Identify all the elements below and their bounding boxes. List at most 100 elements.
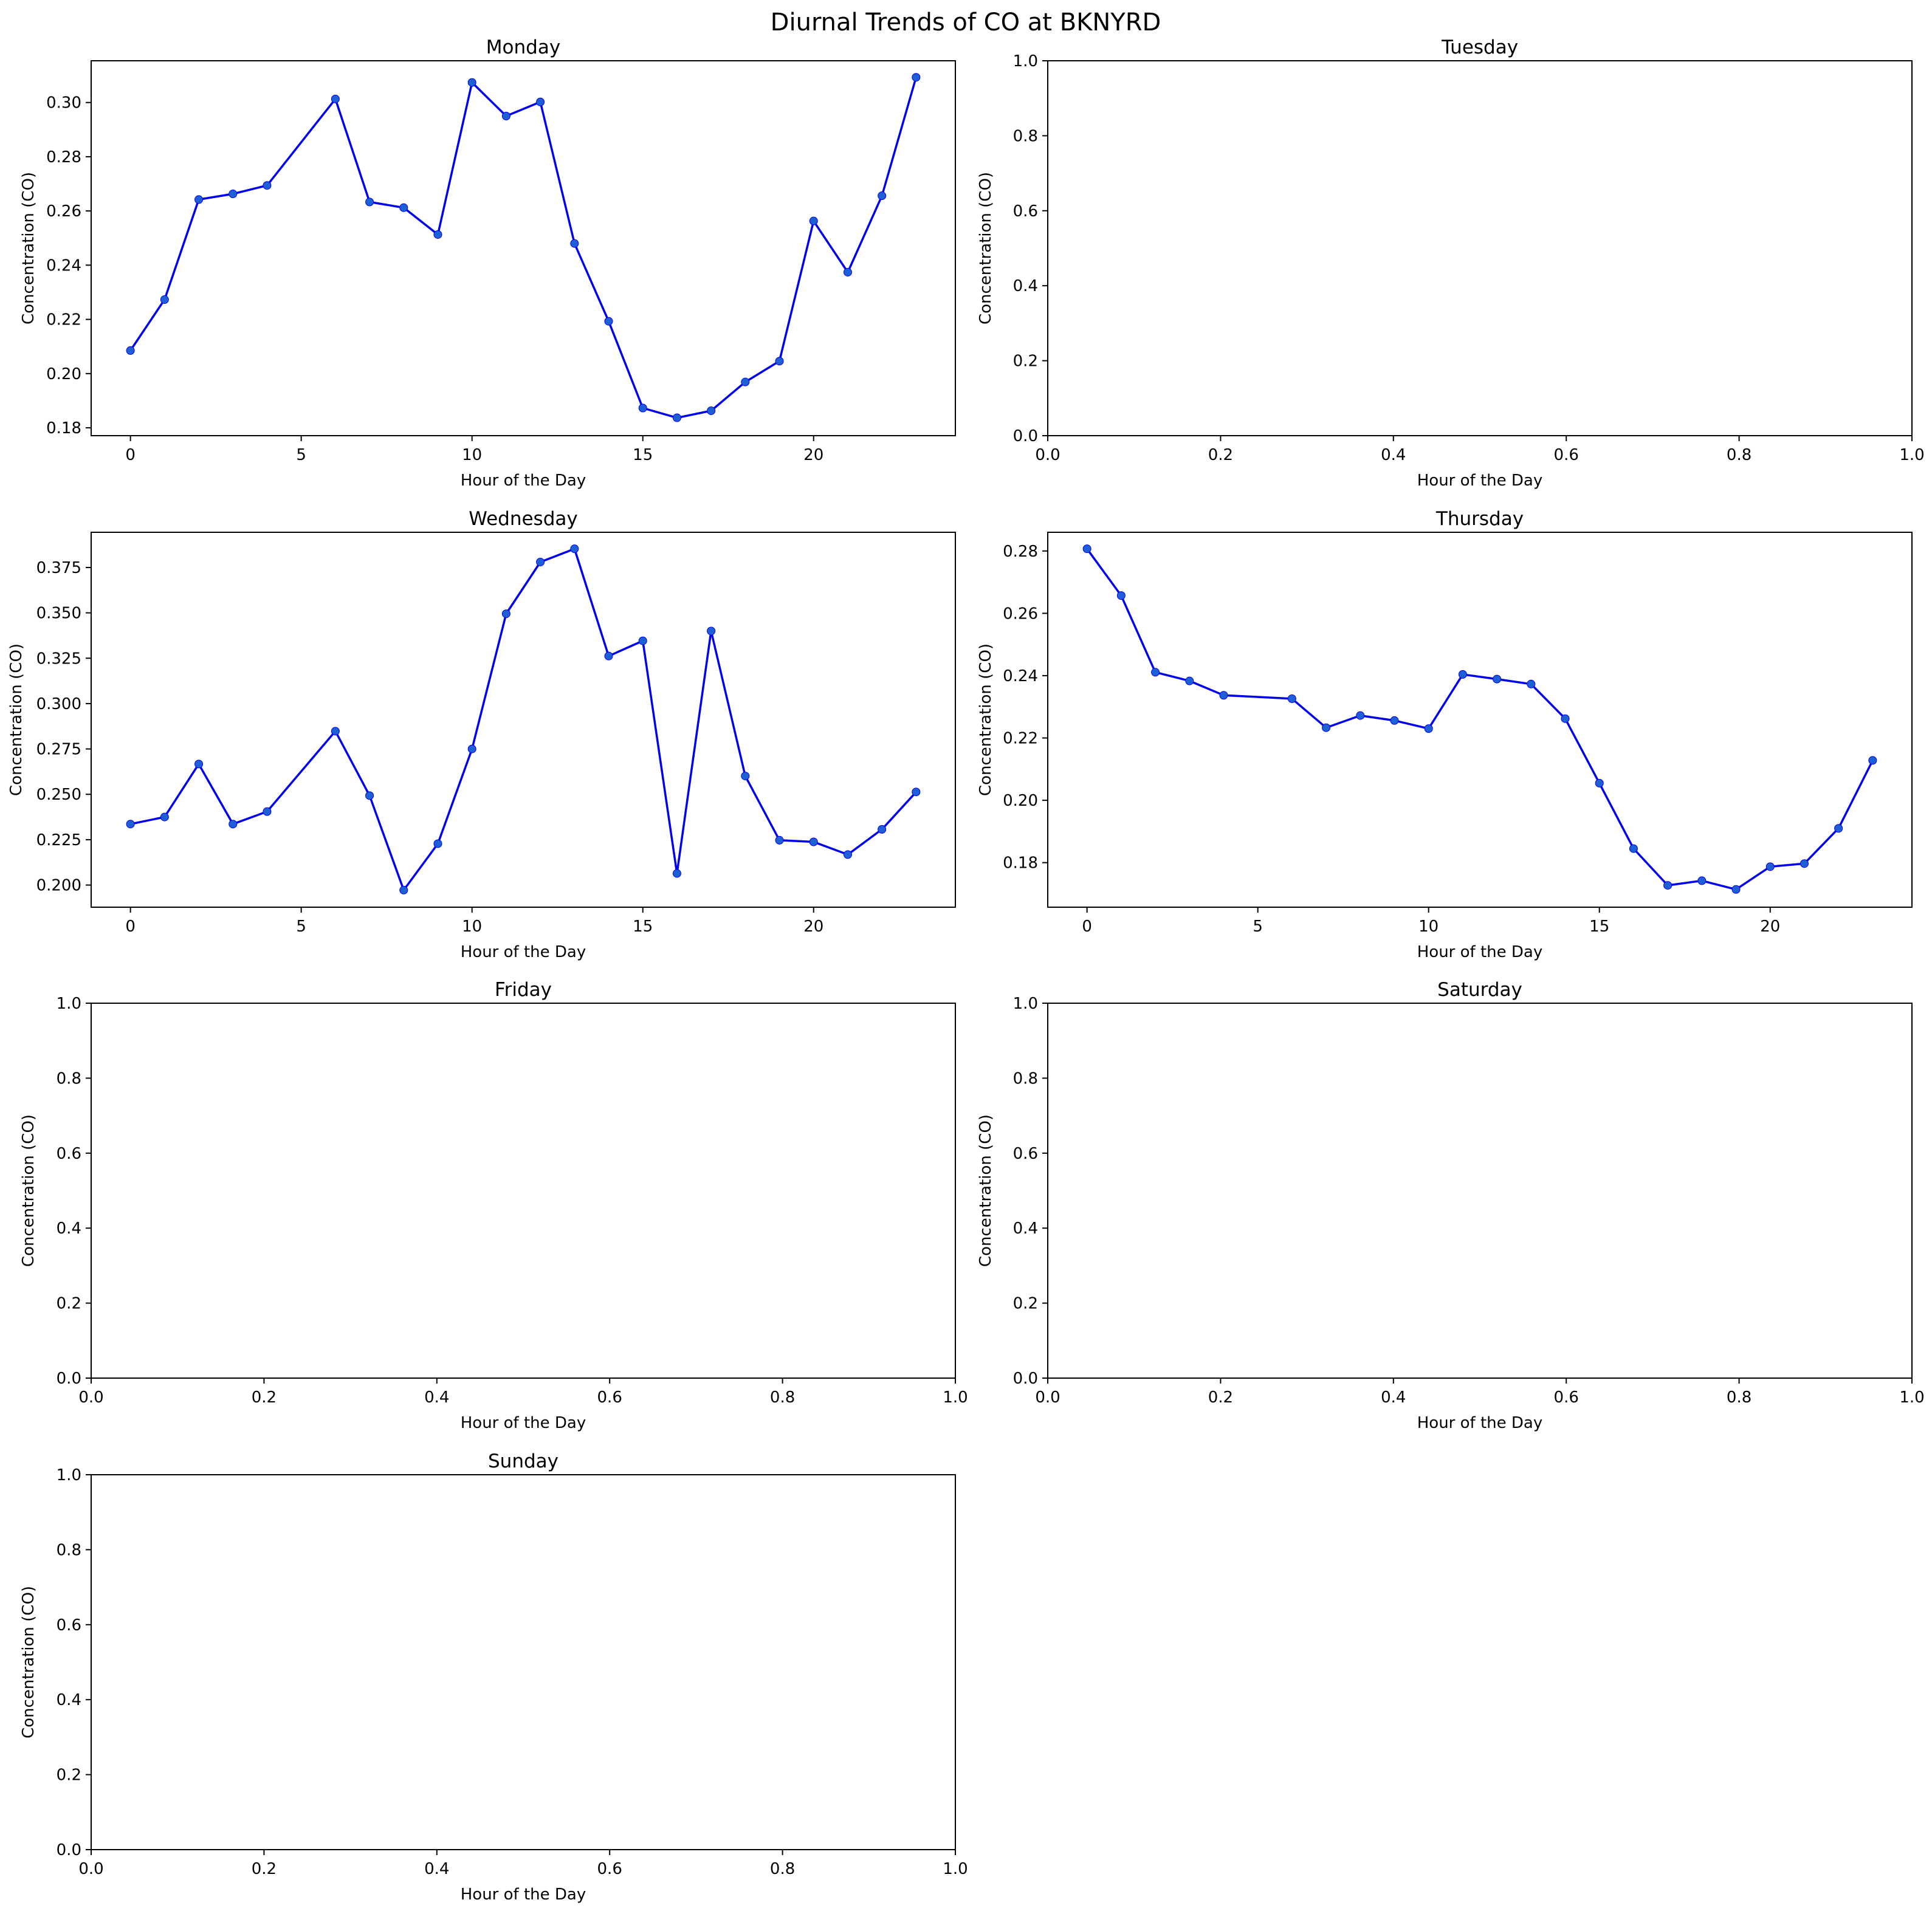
data-point xyxy=(912,787,921,797)
subplot-sunday: Sunday 0.0 0.2 0.4 0.6 0.8 1.0 0.0 0.2 0.4 0.6 0.8 1… xyxy=(19,1450,968,1904)
x-tick-label: 0.8 xyxy=(770,1860,795,1878)
x-tick-label: 0.0 xyxy=(78,1860,103,1878)
y-tick-label: 0.28 xyxy=(1003,543,1038,561)
x-axis-label: Hour of the Day xyxy=(1417,472,1543,490)
data-point xyxy=(536,97,545,106)
data-point xyxy=(1868,756,1877,765)
y-axis-label: Concentration (CO) xyxy=(977,643,995,796)
data-point xyxy=(1493,674,1502,684)
y-tick-label: 0.375 xyxy=(36,559,81,577)
y-tick-label: 0.8 xyxy=(1013,1069,1038,1088)
y-tick-label: 0.2 xyxy=(57,1766,81,1785)
data-point xyxy=(878,191,887,201)
data-point xyxy=(775,357,784,366)
plot-frame xyxy=(91,1474,956,1850)
y-tick-label: 0.4 xyxy=(1013,277,1038,295)
y-tick-label: 0.2 xyxy=(57,1295,81,1313)
plot-frame xyxy=(1047,532,1913,908)
x-tick-label: 0.4 xyxy=(424,1388,449,1407)
x-axis-label: Hour of the Day xyxy=(461,472,586,490)
y-tick-label: 1.0 xyxy=(57,1466,81,1484)
data-point xyxy=(1219,691,1228,700)
data-point xyxy=(194,760,204,769)
x-tick-label: 1.0 xyxy=(943,1388,968,1407)
subplot-wednesday: Wednesday 0 5 10 15 20 0.200 0.225 0.250 0.275 0.3… xyxy=(7,508,956,961)
data-point xyxy=(467,78,476,87)
data-point xyxy=(365,791,374,800)
y-tick-label: 0.0 xyxy=(57,1370,81,1388)
y-tick-label: 1.0 xyxy=(1013,52,1038,70)
y-tick-label: 0.26 xyxy=(1003,605,1038,623)
x-tick-label: 1.0 xyxy=(943,1860,968,1878)
y-tick-label: 0.4 xyxy=(57,1691,81,1709)
y-axis-label: Concentration (CO) xyxy=(19,172,38,324)
y-tick-label: 0.4 xyxy=(1013,1220,1038,1238)
y-tick-label: 0.22 xyxy=(46,311,81,329)
subplot-saturday: Saturday 0.0 0.2 0.4 0.6 0.8 1.0 0.0 0.2 0.4 0.6 0.… xyxy=(977,979,1925,1432)
data-point xyxy=(126,346,135,355)
data-point xyxy=(741,377,750,386)
x-tick-label: 15 xyxy=(633,918,653,936)
y-tick-label: 1.0 xyxy=(1013,995,1038,1013)
data-point xyxy=(912,73,921,82)
x-axis-label: Hour of the Day xyxy=(1417,1414,1543,1432)
y-tick-label: 1.0 xyxy=(57,995,81,1013)
y-tick-label: 0.6 xyxy=(57,1616,81,1635)
data-point xyxy=(433,230,442,239)
y-tick-label: 0.250 xyxy=(36,786,81,804)
x-axis-label: Hour of the Day xyxy=(461,943,586,961)
y-tick-label: 0.22 xyxy=(1003,730,1038,748)
data-point xyxy=(775,835,784,845)
y-tick-label: 0.2 xyxy=(1013,352,1038,371)
data-point xyxy=(467,744,476,753)
data-point xyxy=(1629,844,1638,853)
y-axis-label: Concentration (CO) xyxy=(977,1114,995,1267)
x-tick-label: 0.0 xyxy=(1035,446,1060,464)
data-point xyxy=(1390,716,1399,725)
x-tick-label: 0.2 xyxy=(252,1388,277,1407)
y-tick-label: 0.24 xyxy=(1003,667,1038,685)
y-tick-label: 0.300 xyxy=(36,695,81,713)
data-point xyxy=(809,216,818,225)
data-point xyxy=(1697,876,1707,885)
data-point xyxy=(1731,885,1741,894)
data-point xyxy=(843,267,852,276)
x-tick-label: 15 xyxy=(633,446,653,464)
subplot-title: Friday xyxy=(495,979,552,1001)
data-point xyxy=(229,190,238,199)
x-tick-label: 10 xyxy=(462,918,482,936)
data-point xyxy=(1800,859,1809,868)
data-point xyxy=(229,820,238,829)
data-point xyxy=(1595,778,1604,787)
data-point xyxy=(1834,824,1843,833)
y-tick-label: 0.4 xyxy=(57,1220,81,1238)
data-point xyxy=(878,825,887,834)
data-point xyxy=(707,406,716,415)
data-point xyxy=(1287,694,1296,703)
subplot-title: Monday xyxy=(486,36,560,58)
x-tick-label: 10 xyxy=(1418,918,1439,936)
y-tick-label: 0.8 xyxy=(57,1541,81,1559)
x-tick-label: 5 xyxy=(296,918,306,936)
plot-frame xyxy=(91,532,956,908)
y-tick-label: 0.20 xyxy=(1003,792,1038,810)
data-point xyxy=(194,195,204,204)
x-tick-label: 0.2 xyxy=(1208,446,1233,464)
data-point xyxy=(570,239,579,248)
y-axis-label: Concentration (CO) xyxy=(7,643,26,796)
y-tick-label: 0.275 xyxy=(36,741,81,759)
subplot-friday: Friday 0.0 0.2 0.4 0.6 0.8 1.0 0.0 0.2 0.4 0.6 0.8 1… xyxy=(19,979,968,1432)
data-point xyxy=(570,544,579,554)
data-point xyxy=(1082,544,1091,554)
y-tick-label: 0.28 xyxy=(46,148,81,166)
data-point xyxy=(399,885,408,894)
data-point xyxy=(604,651,613,660)
data-point xyxy=(1458,670,1467,679)
subplot-title: Wednesday xyxy=(469,508,577,530)
y-tick-label: 0.200 xyxy=(36,877,81,895)
data-point xyxy=(1765,862,1775,871)
y-tick-label: 0.225 xyxy=(36,831,81,849)
x-tick-label: 1.0 xyxy=(1899,446,1924,464)
